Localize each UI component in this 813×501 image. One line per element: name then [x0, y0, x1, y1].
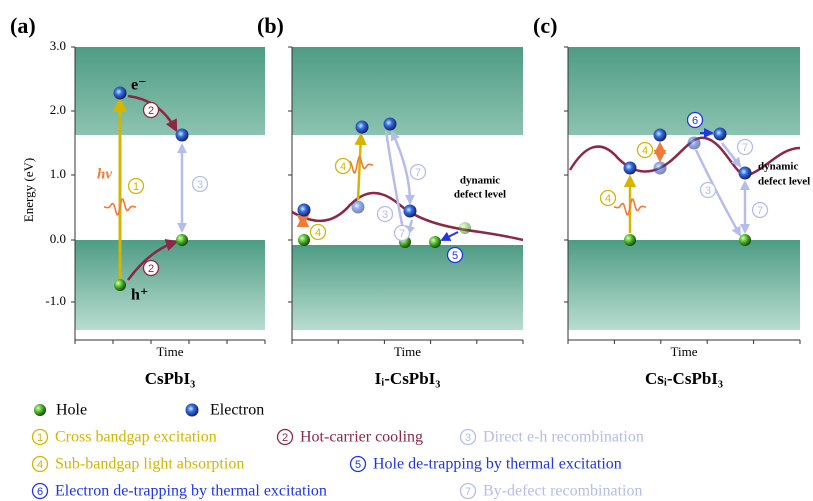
electron [624, 162, 637, 175]
x-axis-label: Time [157, 344, 184, 359]
step-marker-number: 6 [37, 486, 43, 498]
hole [176, 234, 188, 246]
step-marker-number: 1 [37, 432, 43, 444]
electron [298, 204, 311, 217]
hole [298, 234, 310, 246]
x-axis-label: Time [671, 344, 698, 359]
figure: (a) Time CsPbI₃ (b) Time Iᵢ-CsPbI₃ (c) Time Csᵢ-… [0, 0, 813, 501]
electron [404, 205, 417, 218]
defect-label: defect level [454, 189, 506, 201]
step-marker-number: 7 [465, 486, 471, 498]
y-tick-label: 3.0 [50, 38, 66, 53]
x-axis-label: Time [394, 344, 421, 359]
hole [429, 236, 441, 248]
step-marker-number: 2 [148, 105, 154, 117]
electron [714, 128, 727, 141]
step-marker-number: 2 [282, 432, 288, 444]
conduction-band [292, 47, 523, 135]
panel-label: (a) [10, 13, 36, 38]
electron [654, 162, 667, 175]
electron-label: e⁻ [131, 77, 147, 94]
step-marker-number: 3 [705, 185, 711, 197]
step-marker-number: 7 [757, 205, 763, 217]
legend-label: By-defect recombination [483, 483, 643, 500]
hole [459, 222, 471, 234]
electron [654, 129, 667, 142]
step-marker-number: 6 [692, 115, 698, 127]
legend-label: Hole de-trapping by thermal excitation [373, 456, 622, 473]
step-marker-number: 4 [37, 459, 43, 471]
y-tick-label: 0.0 [50, 231, 66, 246]
legend-label: Cross bandgap excitation [55, 429, 217, 446]
step-marker-number: 7 [415, 167, 421, 179]
y-tick-label: -1.0 [45, 293, 66, 308]
arrow [392, 132, 410, 203]
defect-label: defect level [758, 176, 810, 188]
electron [176, 129, 189, 142]
legend-label: Direct e-h recombination [483, 429, 644, 446]
step-marker-number: 5 [452, 250, 458, 262]
y-tick-label: 2.0 [50, 102, 66, 117]
legend-label: Hot-carrier cooling [300, 429, 423, 446]
defect-label: dynamic [758, 161, 798, 173]
step-marker-number: 3 [197, 179, 203, 191]
hole [114, 279, 126, 291]
hole-label: h⁺ [131, 287, 148, 304]
electron [688, 137, 701, 150]
step-marker-number: 4 [340, 161, 346, 173]
panel-title: Csᵢ-CsPbI₃ [645, 369, 723, 388]
electron [739, 167, 752, 180]
y-axis-label: Energy (eV) [21, 158, 36, 222]
electron [114, 87, 127, 100]
hole [624, 234, 636, 246]
step-marker-number: 4 [605, 193, 611, 205]
panel-label: (c) [533, 13, 557, 38]
panel-label: (b) [257, 13, 284, 38]
step-marker-number: 4 [642, 145, 648, 157]
conduction-band [568, 47, 800, 135]
valence-band [75, 240, 265, 330]
panel-title: CsPbI₃ [145, 369, 195, 388]
step-marker-number: 4 [315, 227, 321, 239]
step-marker-number: 1 [133, 181, 139, 193]
step-marker-number: 3 [382, 209, 388, 221]
legend-label: Electron de-trapping by thermal excitati… [55, 483, 327, 500]
step-marker-number: 5 [355, 459, 361, 471]
step-marker-number: 2 [148, 263, 154, 275]
panel-title: Iᵢ-CsPbI₃ [375, 369, 441, 388]
step-marker-number: 3 [465, 432, 471, 444]
electron [356, 121, 369, 134]
photon-label: hν [97, 166, 112, 182]
arrow [358, 135, 361, 200]
legend-label: Electron [210, 402, 264, 419]
valence-band [568, 240, 800, 330]
legend-label: Hole [56, 402, 87, 419]
legend-label: Sub-bandgap light absorption [55, 456, 244, 473]
defect-label: dynamic [460, 175, 500, 187]
step-marker-number: 7 [742, 142, 748, 154]
electron [384, 118, 397, 131]
valence-band [292, 245, 523, 330]
hole [739, 234, 751, 246]
arrow [442, 232, 458, 240]
step-marker-number: 7 [399, 228, 405, 240]
hole [34, 404, 46, 416]
electron [186, 404, 199, 417]
y-tick-label: 1.0 [50, 166, 66, 181]
electron [352, 201, 365, 214]
